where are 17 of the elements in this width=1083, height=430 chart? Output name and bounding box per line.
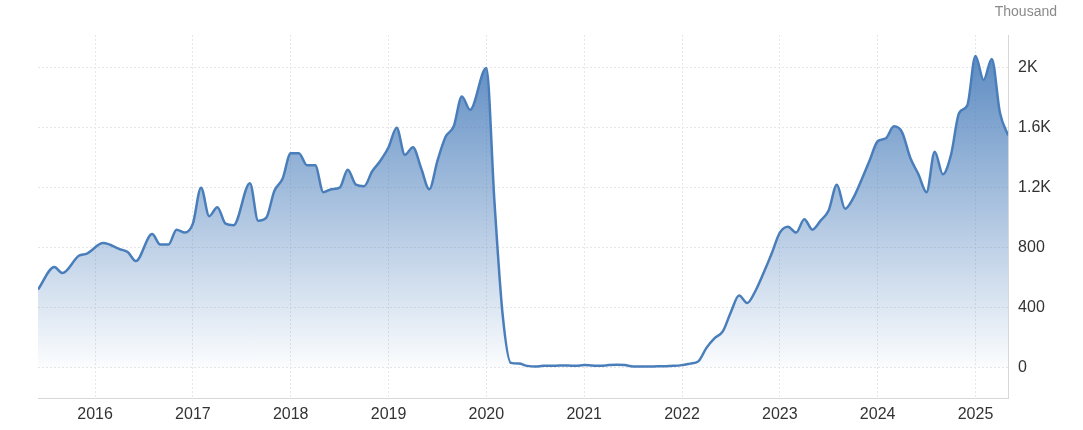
x-tick-label: 2023 [762, 404, 798, 422]
y-tick-label: 1.6K [1018, 118, 1052, 136]
x-tick-label: 2021 [566, 404, 603, 422]
y-tick-label: 400 [1018, 297, 1045, 315]
x-tick-label: 2020 [468, 404, 505, 422]
x-tick-label: 2017 [175, 404, 211, 422]
x-tick-label: 2024 [859, 404, 896, 422]
x-tick-label: 2022 [664, 404, 700, 422]
y-tick-label: 1.2K [1018, 178, 1052, 196]
y-tick-label: 0 [1018, 357, 1028, 375]
x-tick-label: 2016 [77, 404, 113, 422]
x-tick-label: 2019 [370, 404, 407, 422]
x-tick-label: 2025 [957, 404, 994, 422]
y-tick-label: 800 [1018, 238, 1045, 255]
y-tick-label: 2K [1018, 58, 1038, 76]
x-tick-label: 2018 [272, 404, 309, 422]
y-axis-title: Thousand [994, 2, 1057, 19]
